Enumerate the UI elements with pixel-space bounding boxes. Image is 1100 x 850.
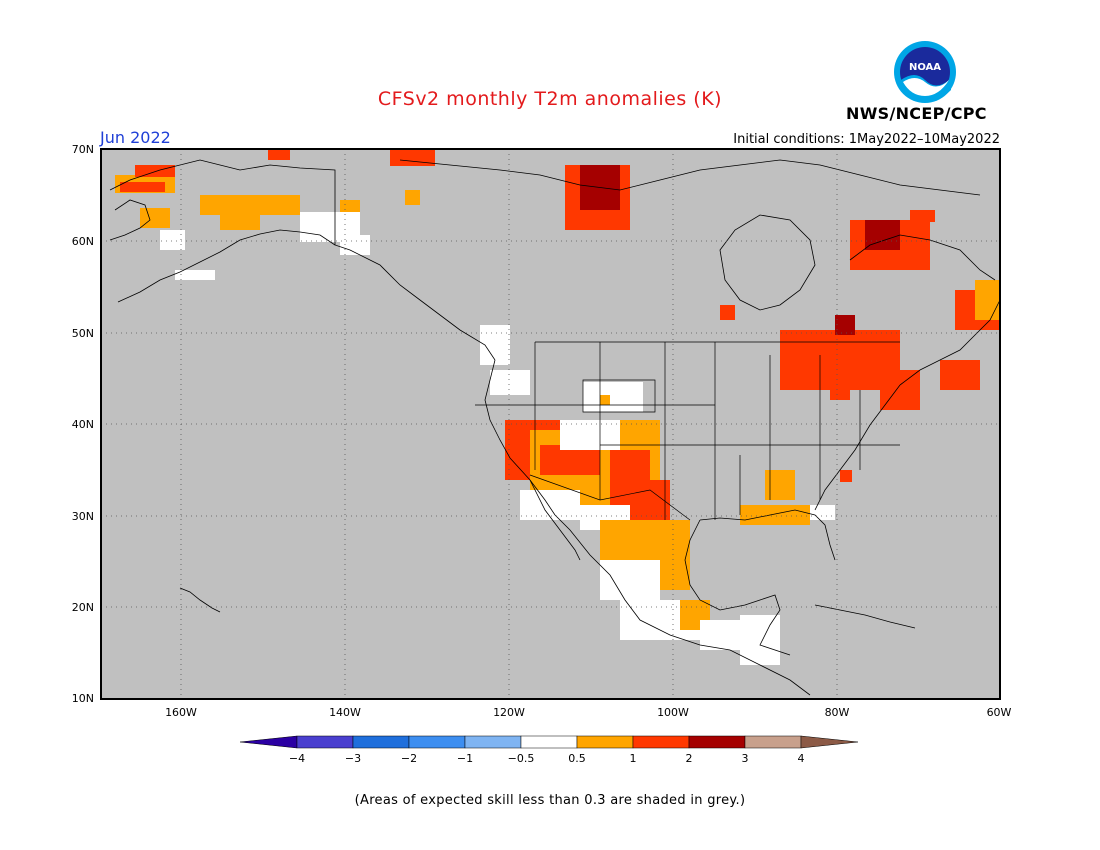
- anomaly-cell: [200, 195, 300, 215]
- anomaly-cell: [840, 470, 852, 482]
- anomaly-cell: [740, 505, 810, 525]
- colorbar-tick: −2: [400, 752, 418, 765]
- anomaly-cell: [600, 395, 610, 405]
- anomaly-cell: [910, 210, 935, 222]
- anomaly-cell: [975, 280, 1000, 320]
- lat-label-20n: 20N: [71, 601, 94, 614]
- anomaly-cell: [160, 230, 185, 250]
- lon-label-140w: 140W: [329, 706, 361, 719]
- lat-label-10n: 10N: [71, 692, 94, 705]
- coastlines: [109, 159, 1001, 696]
- colorbar-segment: [632, 735, 690, 749]
- anomaly-cell: [268, 150, 290, 160]
- lon-label-160w: 160W: [165, 706, 197, 719]
- colorbar-tick: 2: [685, 752, 693, 765]
- anomaly-cell: [630, 480, 670, 520]
- graticule: [101, 149, 1000, 699]
- anomaly-cell: [405, 190, 420, 205]
- colorbar-segment: [520, 735, 578, 749]
- anomaly-cell: [135, 165, 175, 177]
- anomaly-cell: [490, 370, 530, 395]
- skill-note: (Areas of expected skill less than 0.3 a…: [354, 793, 746, 808]
- agency-label: NWS/NCEP/CPC: [846, 104, 987, 123]
- colorbar-tick: −3: [344, 752, 362, 765]
- anomaly-cell: [830, 380, 850, 400]
- colorbar-tick: −0.5: [507, 752, 535, 765]
- colorbar-arrow-left: [239, 735, 298, 749]
- anomaly-cell: [835, 315, 855, 335]
- forecast-month: Jun 2022: [100, 128, 171, 147]
- colorbar: [239, 735, 859, 749]
- noaa-logo-text: NOAA: [909, 62, 941, 73]
- anomaly-cells: [115, 150, 1000, 665]
- colorbar-tick: −4: [288, 752, 306, 765]
- anomaly-cell: [765, 470, 795, 500]
- colorbar-tick: 4: [797, 752, 805, 765]
- colorbar-tick: 0.5: [568, 752, 586, 765]
- colorbar-segment: [296, 735, 354, 749]
- anomaly-cell: [583, 382, 643, 412]
- initial-conditions: Initial conditions: 1May2022–10May2022: [733, 132, 1000, 147]
- lat-label-30n: 30N: [71, 510, 94, 523]
- anomaly-cell: [220, 215, 260, 230]
- anomaly-cell: [940, 360, 980, 390]
- colorbar-segment: [576, 735, 634, 749]
- map-title: CFSv2 monthly T2m anomalies (K): [377, 88, 723, 110]
- anomaly-cell: [140, 208, 170, 228]
- colorbar-tick: 3: [741, 752, 749, 765]
- anomaly-cell: [810, 505, 835, 520]
- anomaly-cell: [340, 235, 370, 255]
- colorbar-segment: [464, 735, 522, 749]
- anomaly-cell: [720, 305, 735, 320]
- map-frame: [100, 148, 1001, 700]
- colorbar-segment: [744, 735, 802, 749]
- anomaly-cell: [175, 270, 215, 280]
- colorbar-segment: [408, 735, 466, 749]
- lon-label-80w: 80W: [824, 706, 850, 719]
- lon-label-100w: 100W: [657, 706, 689, 719]
- lon-label-60w: 60W: [986, 706, 1012, 719]
- anomaly-cell: [390, 150, 435, 166]
- anomaly-cell: [120, 182, 165, 192]
- lat-label-70n: 70N: [71, 143, 94, 156]
- colorbar-arrow-right: [800, 735, 859, 749]
- noaa-logo-icon: NOAA: [894, 41, 956, 103]
- anomaly-cell: [620, 420, 660, 450]
- colorbar-segment: [688, 735, 746, 749]
- lat-label-40n: 40N: [71, 418, 94, 431]
- anomaly-cell: [865, 220, 900, 250]
- anomaly-cell: [560, 420, 620, 450]
- state-borders: [475, 341, 900, 521]
- lat-label-50n: 50N: [71, 327, 94, 340]
- colorbar-segment: [352, 735, 410, 749]
- anomaly-cell: [740, 615, 780, 665]
- anomaly-cell: [600, 560, 660, 600]
- lon-label-120w: 120W: [493, 706, 525, 719]
- anomaly-cell: [520, 490, 580, 520]
- colorbar-tick: −1: [456, 752, 474, 765]
- lat-label-60n: 60N: [71, 235, 94, 248]
- colorbar-tick: 1: [629, 752, 637, 765]
